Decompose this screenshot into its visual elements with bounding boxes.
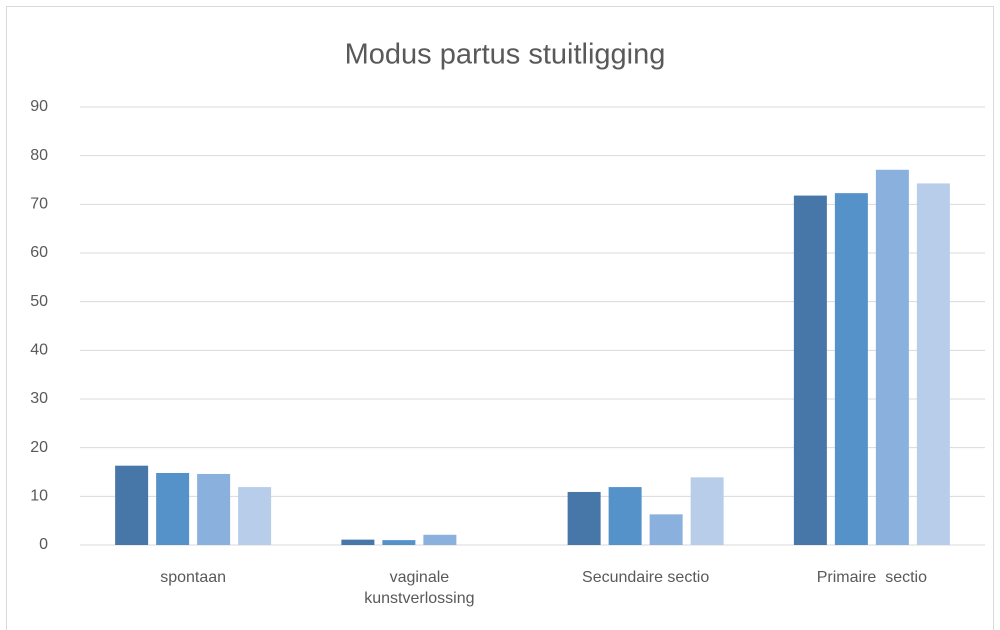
y-tick-label: 70 xyxy=(30,196,48,213)
y-tick-label: 20 xyxy=(30,439,48,456)
y-tick-label: 50 xyxy=(30,293,48,310)
chart-title: Modus partus stuitligging xyxy=(345,39,666,71)
bar xyxy=(875,169,909,545)
bar xyxy=(834,193,868,545)
bar xyxy=(115,465,149,545)
x-tick-label: Secundaire sectio xyxy=(582,569,710,586)
bar xyxy=(382,540,416,545)
y-tick-label: 10 xyxy=(30,488,48,505)
bar xyxy=(197,473,231,545)
bar xyxy=(567,491,601,545)
bar xyxy=(341,539,375,545)
bar xyxy=(423,534,457,545)
bar xyxy=(690,477,724,545)
bar xyxy=(916,183,950,545)
y-tick-label: 90 xyxy=(30,98,48,115)
bar xyxy=(156,472,190,545)
bar xyxy=(608,487,642,545)
y-tick-label: 30 xyxy=(30,390,48,407)
x-tick-label: Primaire sectio xyxy=(816,569,927,586)
x-tick-label: spontaan xyxy=(160,569,227,586)
y-tick-label: 40 xyxy=(30,342,48,359)
bar xyxy=(793,195,827,545)
y-tick-label: 60 xyxy=(30,244,48,261)
x-tick-label: vaginale kunstverlossing xyxy=(364,569,475,607)
y-tick-label: 80 xyxy=(30,147,48,164)
y-tick-label: 0 xyxy=(39,536,48,553)
bar xyxy=(649,514,683,545)
bar xyxy=(238,487,272,545)
